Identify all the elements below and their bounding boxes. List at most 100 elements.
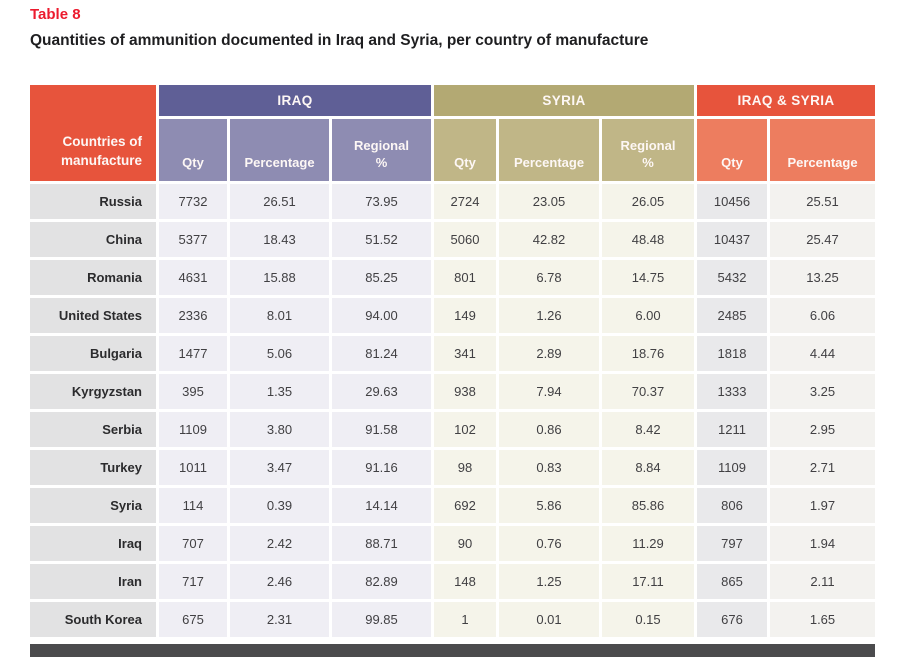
cell-syria-iraq-qty: 114 <box>159 488 227 523</box>
cell-kyrgyzstan-syria-regional: 70.37 <box>602 374 694 409</box>
cell-china-iraq-percentage: 18.43 <box>230 222 329 257</box>
row-label-united-states: United States <box>30 298 156 333</box>
cell-romania-iraq-percentage: 15.88 <box>230 260 329 295</box>
cell-serbia-iraq-qty: 1109 <box>159 412 227 447</box>
cell-serbia-iraq-percentage: 3.80 <box>230 412 329 447</box>
cell-united-states-iraq-percentage: 8.01 <box>230 298 329 333</box>
cell-china-iraq-syria-percentage: 25.47 <box>770 222 875 257</box>
subheader-label: Regional % <box>354 138 409 170</box>
cell-serbia-iraq-syria-qty: 1211 <box>697 412 767 447</box>
cell-kyrgyzstan-iraq-syria-percentage: 3.25 <box>770 374 875 409</box>
group-header-iraq: IRAQ <box>159 85 431 116</box>
group-header-syria: SYRIA <box>434 85 694 116</box>
cell-bulgaria-syria-percentage: 2.89 <box>499 336 599 371</box>
cell-iran-iraq-regional: 82.89 <box>332 564 431 599</box>
subheader-syria-regional: Regional % <box>602 119 694 181</box>
cell-united-states-syria-qty: 149 <box>434 298 496 333</box>
subheader-label: Qty <box>182 155 204 170</box>
cell-iran-iraq-qty: 717 <box>159 564 227 599</box>
cell-iran-syria-regional: 17.11 <box>602 564 694 599</box>
cell-turkey-iraq-qty: 1011 <box>159 450 227 485</box>
cell-united-states-syria-regional: 6.00 <box>602 298 694 333</box>
cell-syria-iraq-syria-percentage: 1.97 <box>770 488 875 523</box>
cell-south-korea-iraq-percentage: 2.31 <box>230 602 329 637</box>
cell-iran-syria-percentage: 1.25 <box>499 564 599 599</box>
cell-russia-iraq-percentage: 26.51 <box>230 184 329 219</box>
cell-united-states-iraq-regional: 94.00 <box>332 298 431 333</box>
cell-united-states-iraq-syria-qty: 2485 <box>697 298 767 333</box>
cell-bulgaria-iraq-percentage: 5.06 <box>230 336 329 371</box>
subheader-label: Regional % <box>620 138 676 170</box>
cell-iraq-syria-regional: 11.29 <box>602 526 694 561</box>
cell-iraq-iraq-syria-qty: 797 <box>697 526 767 561</box>
cell-china-syria-qty: 5060 <box>434 222 496 257</box>
cell-kyrgyzstan-syria-percentage: 7.94 <box>499 374 599 409</box>
cell-china-iraq-regional: 51.52 <box>332 222 431 257</box>
cell-united-states-syria-percentage: 1.26 <box>499 298 599 333</box>
cell-romania-iraq-qty: 4631 <box>159 260 227 295</box>
cell-syria-iraq-percentage: 0.39 <box>230 488 329 523</box>
cell-serbia-iraq-regional: 91.58 <box>332 412 431 447</box>
subheader-label: Qty <box>454 155 476 170</box>
row-label-serbia: Serbia <box>30 412 156 447</box>
cell-romania-iraq-syria-percentage: 13.25 <box>770 260 875 295</box>
cell-romania-syria-qty: 801 <box>434 260 496 295</box>
cell-china-syria-regional: 48.48 <box>602 222 694 257</box>
cell-serbia-syria-regional: 8.42 <box>602 412 694 447</box>
title-block: Table 8 Quantities of ammunition documen… <box>30 6 648 51</box>
cell-turkey-iraq-regional: 91.16 <box>332 450 431 485</box>
cell-iraq-iraq-percentage: 2.42 <box>230 526 329 561</box>
cell-turkey-syria-percentage: 0.83 <box>499 450 599 485</box>
ammunition-table: Countries of manufacture IRAQ SYRIA IRAQ… <box>30 85 875 637</box>
cell-russia-iraq-syria-qty: 10456 <box>697 184 767 219</box>
cell-bulgaria-iraq-syria-qty: 1818 <box>697 336 767 371</box>
column-header-countries-of-manufacture: Countries of manufacture <box>30 85 156 181</box>
cell-south-korea-iraq-qty: 675 <box>159 602 227 637</box>
cell-bulgaria-iraq-qty: 1477 <box>159 336 227 371</box>
table-number-label: Table 8 <box>30 6 81 23</box>
row-label-romania: Romania <box>30 260 156 295</box>
subheader-label: Percentage <box>787 155 858 170</box>
cell-iran-iraq-percentage: 2.46 <box>230 564 329 599</box>
cell-romania-iraq-regional: 85.25 <box>332 260 431 295</box>
subheader-syria-qty: Qty <box>434 119 496 181</box>
row-label-turkey: Turkey <box>30 450 156 485</box>
cell-russia-syria-qty: 2724 <box>434 184 496 219</box>
cell-romania-syria-regional: 14.75 <box>602 260 694 295</box>
subheader-iraq-syria-percentage: Percentage <box>770 119 875 181</box>
subheader-iraq-syria-qty: Qty <box>697 119 767 181</box>
row-label-russia: Russia <box>30 184 156 219</box>
cell-russia-iraq-regional: 73.95 <box>332 184 431 219</box>
cell-kyrgyzstan-iraq-syria-qty: 1333 <box>697 374 767 409</box>
row-label-iran: Iran <box>30 564 156 599</box>
cell-china-iraq-qty: 5377 <box>159 222 227 257</box>
cell-iraq-syria-qty: 90 <box>434 526 496 561</box>
cell-iraq-iraq-qty: 707 <box>159 526 227 561</box>
cell-romania-syria-percentage: 6.78 <box>499 260 599 295</box>
cell-bulgaria-iraq-regional: 81.24 <box>332 336 431 371</box>
cell-iran-syria-qty: 148 <box>434 564 496 599</box>
cell-serbia-iraq-syria-percentage: 2.95 <box>770 412 875 447</box>
cell-bulgaria-syria-regional: 18.76 <box>602 336 694 371</box>
cell-syria-iraq-regional: 14.14 <box>332 488 431 523</box>
page-title: Quantities of ammunition documented in I… <box>30 32 649 49</box>
cell-turkey-iraq-syria-percentage: 2.71 <box>770 450 875 485</box>
subheader-iraq-percentage: Percentage <box>230 119 329 181</box>
cell-turkey-iraq-syria-qty: 1109 <box>697 450 767 485</box>
cell-iraq-iraq-regional: 88.71 <box>332 526 431 561</box>
cell-russia-syria-percentage: 23.05 <box>499 184 599 219</box>
cell-south-korea-syria-regional: 0.15 <box>602 602 694 637</box>
subheader-label: Percentage <box>244 155 315 170</box>
row-label-iraq: Iraq <box>30 526 156 561</box>
cell-turkey-iraq-percentage: 3.47 <box>230 450 329 485</box>
cell-turkey-syria-regional: 8.84 <box>602 450 694 485</box>
cell-romania-iraq-syria-qty: 5432 <box>697 260 767 295</box>
cell-china-iraq-syria-qty: 10437 <box>697 222 767 257</box>
cell-china-syria-percentage: 42.82 <box>499 222 599 257</box>
cell-kyrgyzstan-iraq-qty: 395 <box>159 374 227 409</box>
cell-united-states-iraq-syria-percentage: 6.06 <box>770 298 875 333</box>
cell-serbia-syria-percentage: 0.86 <box>499 412 599 447</box>
cell-syria-iraq-syria-qty: 806 <box>697 488 767 523</box>
cell-bulgaria-syria-qty: 341 <box>434 336 496 371</box>
